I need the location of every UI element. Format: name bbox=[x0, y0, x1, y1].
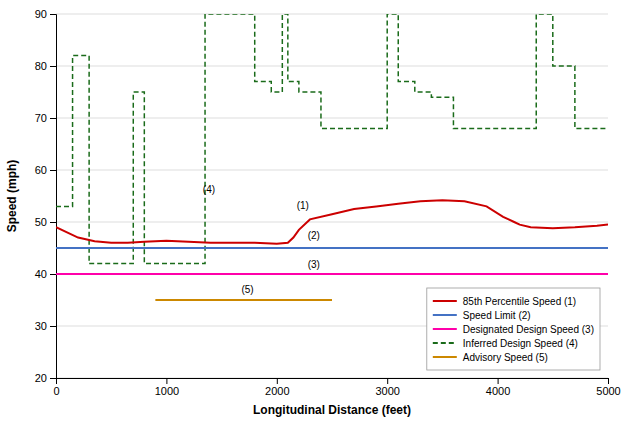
grid-line bbox=[56, 118, 608, 119]
annotation: (1) bbox=[297, 200, 309, 211]
legend-box bbox=[427, 288, 600, 370]
annotations: (1) (2) (3) (4) (5) bbox=[203, 184, 320, 295]
tick-label: 80 bbox=[35, 60, 47, 72]
tick-label: 4000 bbox=[486, 385, 510, 397]
tick: 30 bbox=[35, 320, 56, 332]
annotation: (2) bbox=[308, 230, 320, 241]
tick: 2000 bbox=[265, 378, 289, 397]
grid-line bbox=[56, 170, 608, 171]
tick-mark bbox=[498, 378, 499, 384]
tick: 80 bbox=[35, 60, 56, 72]
tick-label: 20 bbox=[35, 372, 47, 384]
tick-mark bbox=[50, 170, 56, 171]
line bbox=[56, 14, 608, 264]
reference-line bbox=[56, 247, 608, 249]
x-axis-title: Longitudinal Distance (feet) bbox=[253, 403, 411, 417]
grid-line bbox=[56, 222, 608, 223]
tick-label: 0 bbox=[53, 385, 59, 397]
tick-mark bbox=[166, 378, 167, 384]
tick: 0 bbox=[53, 378, 59, 397]
tick: 1000 bbox=[155, 378, 179, 397]
tick-mark bbox=[50, 14, 56, 15]
tick-label: 3000 bbox=[375, 385, 399, 397]
tick-label: 70 bbox=[35, 112, 47, 124]
tick-mark bbox=[608, 378, 609, 384]
legend-label: Inferred Design Speed (4) bbox=[463, 338, 578, 349]
series-group bbox=[56, 14, 608, 300]
legend-item: 85th Percentile Speed (1) bbox=[433, 296, 576, 307]
line bbox=[56, 200, 608, 244]
tick-label: 90 bbox=[35, 8, 47, 20]
grid bbox=[56, 14, 608, 378]
tick: 3000 bbox=[375, 378, 399, 397]
plot: 0 1000 2000 3000 4000 5000 20 30 40 50 60 70 80 90 Lon… bbox=[5, 8, 621, 417]
legend-item: Advisory Speed (5) bbox=[433, 352, 548, 363]
tick-label: 40 bbox=[35, 268, 47, 280]
grid-line bbox=[56, 66, 608, 67]
tick-mark bbox=[50, 222, 56, 223]
tick-mark bbox=[277, 378, 278, 384]
tick-mark bbox=[387, 378, 388, 384]
grid-line bbox=[56, 14, 608, 15]
axis-line bbox=[57, 379, 609, 385]
tick: 50 bbox=[35, 216, 56, 228]
legend-item: Designated Design Speed (3) bbox=[433, 324, 594, 335]
legend-swatch bbox=[433, 314, 457, 316]
tick-label: 60 bbox=[35, 164, 47, 176]
tick: 90 bbox=[35, 8, 56, 20]
axis-line bbox=[50, 15, 57, 379]
tick-mark bbox=[50, 274, 56, 275]
tick-label: 5000 bbox=[596, 385, 620, 397]
reference-line bbox=[56, 273, 608, 275]
legend-swatch bbox=[433, 342, 457, 344]
tick: 60 bbox=[35, 164, 56, 176]
y-axis: 20 30 40 50 60 70 80 90 bbox=[35, 8, 57, 384]
y-axis-title: Speed (mph) bbox=[5, 160, 19, 233]
legend-label: 85th Percentile Speed (1) bbox=[463, 296, 576, 307]
legend-label: Designated Design Speed (3) bbox=[463, 324, 594, 335]
grid-line bbox=[56, 274, 608, 275]
annotation: (3) bbox=[308, 259, 320, 270]
tick-mark bbox=[50, 378, 56, 379]
x-axis: 0 1000 2000 3000 4000 5000 bbox=[53, 378, 620, 397]
legend: 85th Percentile Speed (1) Speed Limit (2)… bbox=[427, 288, 600, 370]
annotation: (4) bbox=[203, 184, 215, 195]
tick-label: 50 bbox=[35, 216, 47, 228]
line bbox=[155, 299, 332, 301]
chart: 0 1000 2000 3000 4000 5000 20 30 40 50 60 70 80 90 Lon… bbox=[0, 0, 624, 424]
tick: 5000 bbox=[596, 378, 620, 397]
legend-swatch bbox=[433, 328, 457, 330]
tick-label: 2000 bbox=[265, 385, 289, 397]
legend-label: Speed Limit (2) bbox=[463, 310, 531, 321]
legend-swatch bbox=[433, 300, 457, 302]
legend-item: Inferred Design Speed (4) bbox=[433, 338, 578, 349]
annotation: (5) bbox=[241, 284, 253, 295]
legend-swatch bbox=[433, 356, 457, 358]
legend-item: Speed Limit (2) bbox=[433, 310, 531, 321]
tick-label: 1000 bbox=[155, 385, 179, 397]
tick: 70 bbox=[35, 112, 56, 124]
tick: 40 bbox=[35, 268, 56, 280]
tick-label: 30 bbox=[35, 320, 47, 332]
tick-mark bbox=[50, 66, 56, 67]
legend-label: Advisory Speed (5) bbox=[463, 352, 548, 363]
tick-mark bbox=[50, 118, 56, 119]
tick: 4000 bbox=[486, 378, 510, 397]
tick-mark bbox=[50, 326, 56, 327]
tick: 20 bbox=[35, 372, 56, 384]
